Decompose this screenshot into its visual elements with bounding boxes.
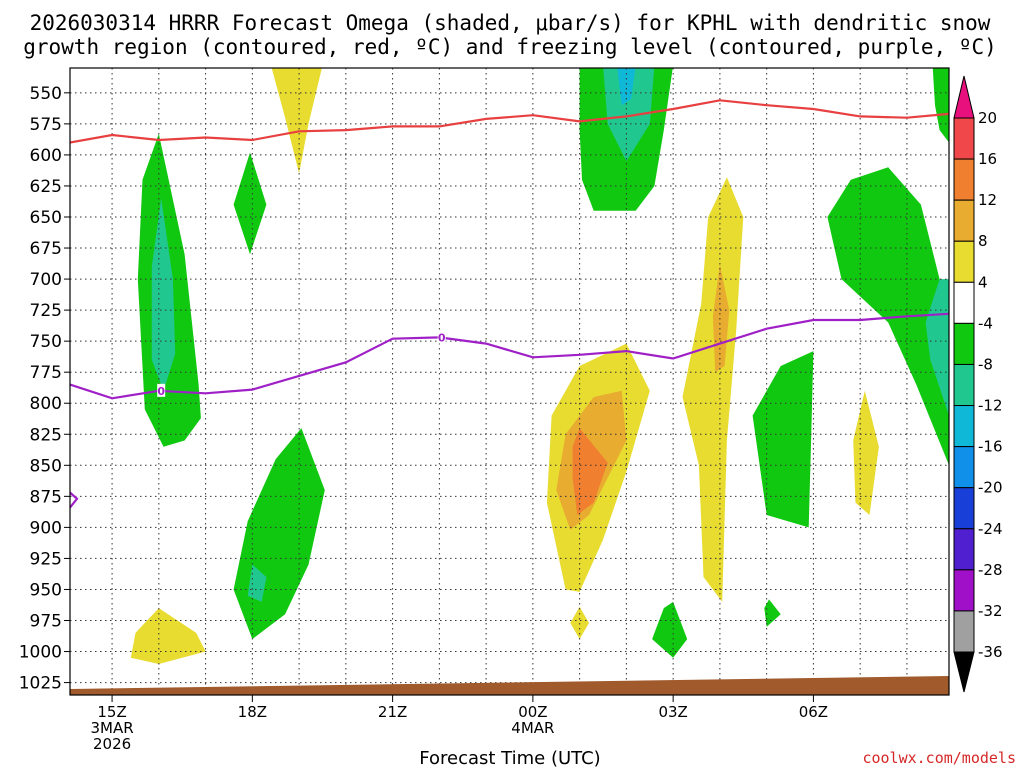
colorbar-swatch-3 [953, 240, 975, 283]
colorbar-swatch-9 [953, 487, 975, 530]
dgz-line [70, 99, 949, 144]
colorbar-swatch-8 [953, 446, 975, 489]
y-tick-label-625: 625 [30, 177, 62, 197]
credit-text: coolwx.com/models [862, 749, 1016, 767]
colorbar-swatch-10 [953, 528, 975, 571]
x-tick-label-15Z: 15Z [97, 703, 126, 721]
colorbar-swatch-6 [953, 363, 975, 407]
colorbar-label--24: -24 [978, 520, 1003, 538]
x-tick-label-06Z: 06Z [799, 703, 828, 721]
colorbar-swatch-7 [953, 405, 975, 448]
colorbar-label--32: -32 [978, 602, 1003, 620]
y-tick-label-675: 675 [30, 239, 62, 259]
plot-frame [69, 67, 950, 696]
x-tick-label-2026: 2026 [93, 735, 131, 753]
omega-region-2 [233, 152, 267, 255]
y-tick-label-1025: 1025 [19, 674, 62, 694]
x-tick-label-18Z: 18Z [238, 703, 267, 721]
y-tick-label-975: 975 [30, 612, 62, 632]
freezing-level-line [70, 312, 949, 400]
y-axis-ticks: 550 575 600 625 650 675 700 725 750 775 800 825 850 8… [19, 84, 70, 694]
freezing-label-bg-0 [157, 383, 166, 397]
freezing-level-label-1: 0 [438, 331, 446, 344]
colorbar-label-8: 8 [978, 232, 988, 250]
omega-region-22 [932, 68, 949, 143]
omega-region-16 [752, 351, 814, 528]
omega-shading-layer [130, 68, 949, 664]
colorbar-swatch-0 [953, 117, 975, 160]
colorbar-label-20: 20 [978, 109, 997, 127]
omega-region-19 [853, 390, 879, 515]
colorbar-bottom-arrow [953, 651, 975, 693]
y-tick-label-800: 800 [30, 394, 62, 414]
omega-region-8 [603, 68, 655, 162]
y-tick-label-600: 600 [30, 146, 62, 166]
plot-background [70, 68, 949, 695]
y-tick-label-550: 550 [30, 84, 62, 104]
colorbar-label--16: -16 [978, 438, 1003, 456]
y-tick-label-925: 925 [30, 549, 62, 569]
omega-region-6 [130, 608, 206, 664]
x-tick-label-00Z: 00Z [518, 703, 547, 721]
y-tick-label-950: 950 [30, 580, 62, 600]
y-tick-label-900: 900 [30, 518, 62, 538]
colorbar-label-16: 16 [978, 150, 997, 168]
omega-region-18 [764, 599, 781, 627]
omega-region-20 [827, 167, 949, 466]
x-tick-label-4MAR: 4MAR [511, 719, 554, 737]
colorbar: 20 16 12 8 4 -4 -8 -12 -16 -20 -24 -28 -32 -36 [953, 75, 1003, 693]
colorbar-swatch-4 [953, 281, 975, 324]
y-tick-label-700: 700 [30, 270, 62, 290]
colorbar-label--8: -8 [978, 355, 993, 373]
x-tick-label-21Z: 21Z [378, 703, 407, 721]
colorbar-swatch-12 [953, 610, 975, 653]
freezing-level-fragment [70, 491, 79, 509]
freezing-level-label-0: 0 [157, 385, 165, 398]
y-tick-label-1000: 1000 [19, 643, 62, 663]
omega-region-15 [570, 606, 589, 640]
freezing-label-bg-1 [437, 330, 446, 344]
contour-line-layer: 00 [70, 99, 949, 509]
colorbar-label-12: 12 [978, 191, 997, 209]
omega-region-17 [652, 601, 688, 658]
colorbar-label--12: -12 [978, 397, 1003, 415]
colorbar-swatch-2 [953, 199, 975, 242]
colorbar-label--36: -36 [978, 643, 1003, 661]
y-tick-label-825: 825 [30, 425, 62, 445]
y-tick-label-725: 725 [30, 301, 62, 321]
omega-region-3 [271, 68, 322, 174]
colorbar-swatch-1 [953, 158, 975, 201]
chart-title-line2: growth region (contoured, red, ºC) and f… [23, 35, 997, 59]
colorbar-label--4: -4 [978, 314, 993, 332]
y-tick-label-575: 575 [30, 115, 62, 135]
omega-region-9 [617, 68, 636, 106]
x-tick-label-03Z: 03Z [658, 703, 687, 721]
omega-region-13 [682, 177, 744, 602]
colorbar-label-4: 4 [978, 273, 988, 291]
omega-region-12 [572, 428, 608, 515]
y-tick-label-875: 875 [30, 487, 62, 507]
chart-title-line1: 2026030314 HRRR Forecast Omega (shaded, … [30, 11, 991, 35]
y-tick-label-650: 650 [30, 208, 62, 228]
omega-region-1 [151, 198, 176, 391]
y-tick-label-850: 850 [30, 456, 62, 476]
colorbar-label--28: -28 [978, 561, 1003, 579]
colorbar-label--20: -20 [978, 479, 1003, 497]
colorbar-swatch-5 [953, 322, 975, 365]
ground-surface [70, 676, 949, 695]
colorbar-top-arrow [953, 75, 975, 119]
y-tick-label-750: 750 [30, 332, 62, 352]
x-axis-label: Forecast Time (UTC) [419, 748, 600, 768]
colorbar-swatch-11 [953, 569, 975, 612]
y-tick-label-775: 775 [30, 363, 62, 383]
x-tick-label-3MAR: 3MAR [90, 719, 133, 737]
